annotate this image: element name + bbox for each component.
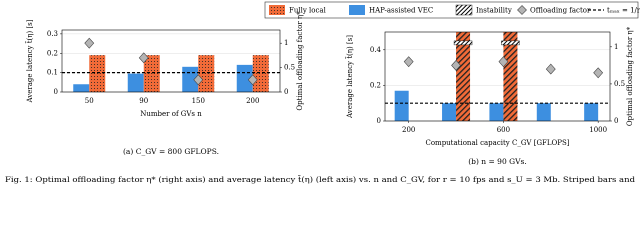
plot-frame: [61, 29, 281, 93]
bar: [73, 84, 90, 92]
bar: [442, 103, 457, 121]
y2-tick-label: 1: [284, 39, 288, 47]
offloading-marker: [193, 74, 204, 86]
bar: [127, 73, 144, 92]
legend-swatch: [455, 4, 473, 16]
legend-label: tₘₐₓ = 1/r: [607, 7, 640, 15]
x-tick-label: 150: [192, 97, 205, 105]
bar: [536, 103, 551, 121]
x-tick-label: 200: [402, 126, 415, 134]
offloading-marker: [545, 63, 556, 75]
offloading-marker: [451, 59, 461, 71]
subcaption: (a) C_GV = 800 GFLOPS.: [123, 147, 219, 156]
bar: [503, 32, 518, 121]
bar: [584, 103, 599, 121]
y2-tick-label: 0.5: [614, 80, 625, 88]
y2-tick-label: 0.5: [284, 64, 295, 72]
y2-axis-label: Optimal offloading factor η*: [626, 26, 634, 126]
legend-swatch: [517, 5, 527, 15]
subcaption: (b) n = 90 GVs.: [468, 157, 527, 166]
offloading-marker: [247, 74, 258, 86]
bar: [489, 103, 504, 121]
legend-swatch: [269, 5, 285, 15]
offloading-marker: [593, 67, 604, 79]
y-tick-label: 0.4: [370, 46, 382, 54]
y-tick-label: 0: [54, 88, 58, 96]
legend-label: HAP-assisted VEC: [369, 7, 433, 15]
y-axis-label: Average latency t̄(η) [s]: [24, 19, 34, 103]
y2-tick-label: 0: [284, 88, 288, 96]
figure-caption: Fig. 1: Optimal offloading factor η* (ri…: [5, 174, 635, 184]
x-tick-label: 200: [246, 97, 259, 105]
break-mark: [453, 40, 473, 46]
bar: [394, 90, 409, 121]
bar: [252, 55, 269, 92]
plot-frame: [384, 31, 611, 122]
x-tick-label: 1000: [589, 126, 607, 134]
legend-label: Offloading factor: [530, 7, 591, 15]
figure: Fully local HAP-assisted VEC Instability…: [5, 1, 640, 184]
x-axis-label: Number of GVs n: [140, 110, 202, 118]
legend-label: Fully local: [289, 7, 327, 15]
bar: [236, 64, 253, 92]
bar: [198, 55, 215, 92]
y2-tick-label: 0: [614, 117, 618, 125]
y-tick-label: 0.1: [47, 69, 58, 77]
legend-label: Instability: [476, 7, 512, 15]
y2-tick-label: 1: [614, 43, 618, 51]
offloading-marker: [138, 52, 149, 64]
offloading-marker: [84, 37, 95, 49]
y-tick-label: 0: [377, 117, 381, 125]
x-tick-label: 50: [85, 97, 94, 105]
bar: [456, 32, 471, 121]
break-mark: [501, 40, 520, 46]
bar: [89, 55, 106, 92]
offloading-marker: [498, 56, 509, 68]
offloading-marker: [403, 56, 414, 68]
x-axis-label: Computational capacity C_GV [GFLOPS]: [425, 139, 569, 147]
x-tick-label: 90: [139, 97, 148, 105]
y-tick-label: 0.2: [47, 49, 58, 57]
legend-swatch: [349, 5, 365, 15]
y-axis-label: Average latency t̄(η) [s]: [344, 35, 354, 119]
bar: [143, 55, 160, 92]
y-tick-label: 0.3: [47, 30, 58, 38]
x-tick-label: 600: [497, 126, 510, 134]
y2-axis-label: Optimal offloading factor η*: [296, 11, 304, 111]
y-tick-label: 0.2: [370, 81, 381, 89]
